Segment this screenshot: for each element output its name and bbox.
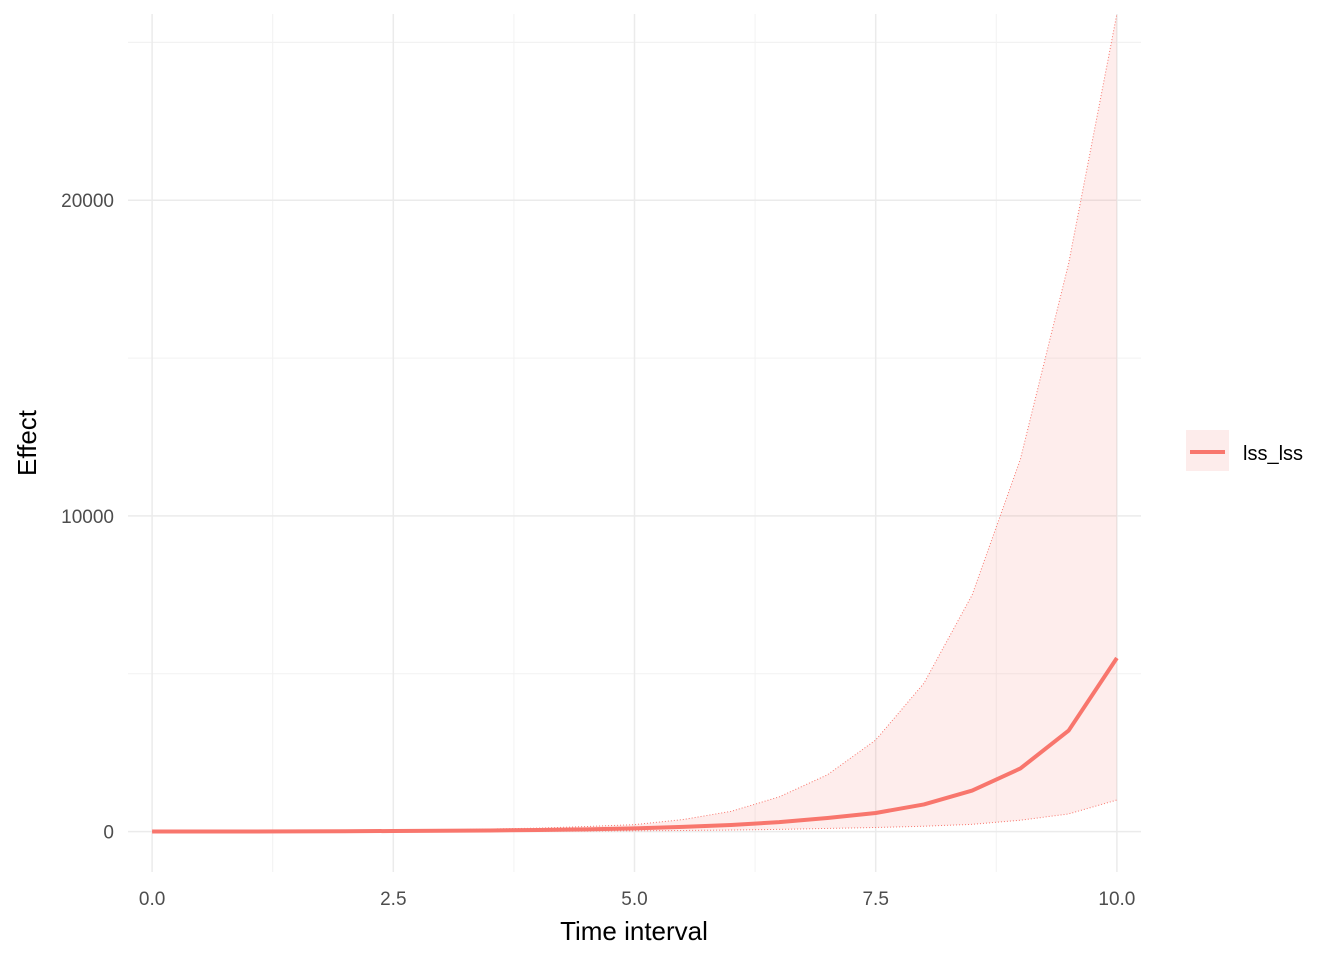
confidence-band-layer	[152, 13, 1118, 833]
x-tick-label: 5.0	[621, 889, 647, 910]
x-axis-ticks: 0.0 2.5 5.0 7.5 10.0	[139, 889, 1135, 910]
x-tick-label: 10.0	[1098, 889, 1135, 910]
grid-lines	[128, 14, 1141, 872]
confidence-band	[152, 14, 1117, 832]
y-axis-ticks: 0 10000 20000	[61, 191, 114, 843]
x-tick-label: 7.5	[862, 889, 888, 910]
y-tick-label: 0	[103, 823, 114, 844]
series-line-layer	[152, 656, 1119, 834]
series-line-lss-lss	[152, 656, 1119, 834]
legend: lss_lss	[1186, 430, 1303, 471]
x-tick-label: 2.5	[380, 889, 406, 910]
legend-label-lss-lss: lss_lss	[1243, 443, 1303, 465]
y-tick-label: 10000	[61, 507, 114, 528]
y-axis-title: Effect	[12, 409, 42, 476]
x-tick-label: 0.0	[139, 889, 165, 910]
y-tick-label: 20000	[61, 191, 114, 212]
ci-lower-line	[152, 799, 1118, 833]
x-axis-title: Time interval	[560, 916, 708, 946]
